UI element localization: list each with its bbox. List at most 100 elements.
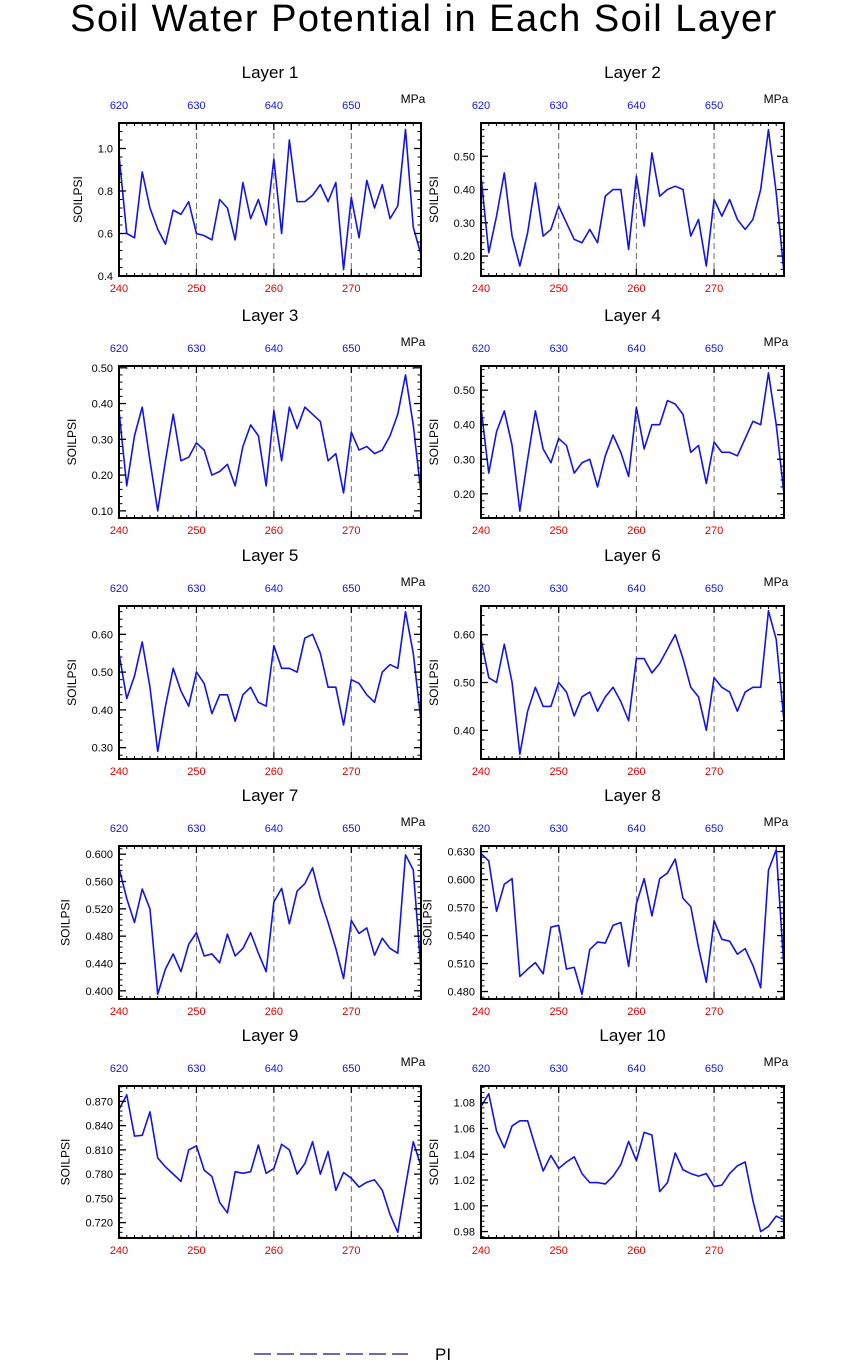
panel-title: Layer 10	[599, 1026, 665, 1045]
top-x-tick-label: 620	[472, 823, 490, 835]
plot-frame	[118, 122, 422, 277]
top-x-tick-label: 640	[627, 343, 645, 355]
panel-title: Layer 6	[604, 546, 661, 565]
top-x-tick-label: 650	[705, 1063, 723, 1075]
top-axis-unit: MPa	[764, 575, 789, 589]
y-tick-label: 0.60	[454, 630, 475, 642]
top-axis-unit: MPa	[764, 1055, 789, 1069]
plot-frame	[480, 1085, 785, 1239]
legend-label: PI	[435, 1345, 451, 1362]
top-x-tick-label: 630	[187, 823, 205, 835]
y-axis-label: SOILPSI	[427, 176, 441, 223]
top-x-tick-label: 630	[550, 100, 568, 112]
y-tick-label: 0.50	[454, 151, 475, 163]
series-line	[480, 372, 785, 512]
y-axis-label: SOILPSI	[427, 419, 441, 466]
y-tick-label: 0.40	[92, 705, 113, 717]
y-tick-label: 0.50	[454, 385, 475, 397]
y-tick-label: 0.870	[85, 1096, 113, 1108]
top-x-tick-label: 650	[705, 343, 723, 355]
series-line	[118, 854, 422, 996]
y-tick-label: 0.480	[447, 987, 475, 999]
x-tick-label: 260	[627, 1006, 645, 1018]
panel-title: Layer 1	[242, 63, 299, 82]
top-x-tick-label: 650	[342, 823, 360, 835]
y-tick-label: 0.20	[454, 489, 475, 501]
x-tick-label: 270	[705, 283, 723, 295]
y-tick-label: 1.02	[454, 1175, 475, 1187]
series-line	[480, 609, 785, 756]
x-tick-label: 250	[187, 283, 205, 295]
y-tick-label: 0.630	[447, 847, 475, 859]
panels: Layer 1 MPa 240 620 250 630 260 640 270 650 0.4 0.6…	[59, 63, 789, 1257]
top-x-tick-label: 620	[472, 583, 490, 595]
top-x-tick-label: 630	[187, 343, 205, 355]
top-x-tick-label: 640	[627, 583, 645, 595]
x-tick-label: 260	[265, 1006, 283, 1018]
y-tick-label: 1.08	[454, 1098, 475, 1110]
panel-title: Layer 3	[242, 306, 299, 325]
panel-title: Layer 2	[604, 63, 661, 82]
y-tick-label: 0.50	[92, 363, 113, 375]
top-x-tick-label: 620	[110, 823, 128, 835]
top-x-tick-label: 630	[550, 583, 568, 595]
x-tick-label: 270	[342, 1245, 360, 1257]
y-axis-label: SOILPSI	[59, 1139, 73, 1186]
x-tick-label: 250	[550, 1245, 568, 1257]
top-axis-unit: MPa	[401, 815, 426, 829]
x-tick-label: 270	[342, 1006, 360, 1018]
y-tick-label: 0.560	[85, 877, 113, 889]
x-tick-label: 250	[187, 525, 205, 537]
plot-frame	[118, 605, 422, 760]
x-tick-label: 240	[472, 1245, 490, 1257]
series-line	[118, 374, 422, 512]
top-axis-unit: MPa	[764, 92, 789, 106]
y-tick-label: 0.40	[92, 399, 113, 411]
y-axis-label: SOILPSI	[427, 659, 441, 706]
top-x-tick-label: 640	[265, 823, 283, 835]
series-line	[480, 1092, 785, 1233]
y-tick-label: 0.40	[454, 420, 475, 432]
plot-frame	[480, 605, 785, 760]
y-tick-label: 0.20	[454, 251, 475, 263]
top-x-tick-label: 630	[187, 100, 205, 112]
panel-4: Layer 4 MPa 240 620 250 630 260 640 270 650 0.20 0.…	[427, 306, 789, 537]
y-tick-label: 0.30	[454, 218, 475, 230]
plot-frame	[480, 365, 785, 519]
panel-5: Layer 5 MPa 240 620 250 630 260 640 270 650 0.30 0.…	[65, 546, 426, 778]
top-axis-unit: MPa	[401, 575, 426, 589]
y-axis-label: SOILPSI	[71, 176, 85, 223]
top-x-tick-label: 650	[705, 100, 723, 112]
top-x-tick-label: 630	[550, 823, 568, 835]
top-x-tick-label: 620	[110, 100, 128, 112]
y-tick-label: 0.6	[98, 229, 113, 241]
x-tick-label: 240	[110, 525, 128, 537]
top-axis-unit: MPa	[764, 815, 789, 829]
top-x-tick-label: 630	[550, 343, 568, 355]
series-line	[118, 610, 422, 753]
y-tick-label: 0.10	[92, 506, 113, 518]
top-x-tick-label: 620	[110, 343, 128, 355]
y-tick-label: 0.20	[92, 470, 113, 482]
panel-8: Layer 8 MPa 240 620 250 630 260 640 270 650 0.480 0…	[421, 786, 789, 1018]
legend: PI	[254, 1345, 451, 1362]
x-tick-label: 260	[627, 1245, 645, 1257]
x-tick-label: 240	[472, 283, 490, 295]
y-axis-label: SOILPSI	[65, 419, 79, 466]
x-tick-label: 250	[550, 766, 568, 778]
x-tick-label: 270	[705, 766, 723, 778]
top-x-tick-label: 640	[265, 343, 283, 355]
y-tick-label: 0.540	[447, 931, 475, 943]
top-x-tick-label: 640	[265, 1063, 283, 1075]
y-tick-label: 0.720	[85, 1218, 113, 1230]
top-x-tick-label: 620	[472, 343, 490, 355]
x-tick-label: 270	[342, 766, 360, 778]
x-tick-label: 260	[265, 766, 283, 778]
x-tick-label: 270	[705, 525, 723, 537]
top-axis-unit: MPa	[401, 92, 426, 106]
x-tick-label: 240	[472, 525, 490, 537]
panel-9: Layer 9 MPa 240 620 250 630 260 640 270 650 0.720 0…	[59, 1026, 426, 1257]
y-axis-label: SOILPSI	[427, 1139, 441, 1186]
top-x-tick-label: 650	[342, 1063, 360, 1075]
